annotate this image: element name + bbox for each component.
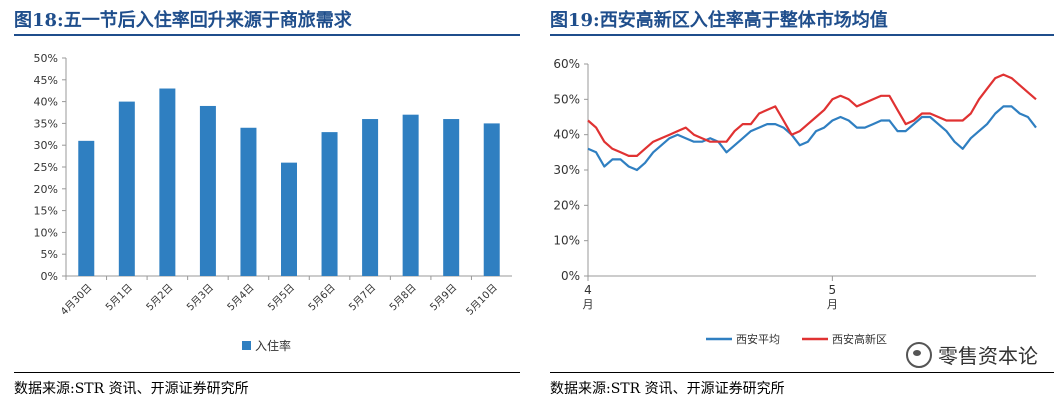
y-tick-label: 15% bbox=[34, 205, 58, 218]
x-tick-label: 4 bbox=[584, 283, 592, 297]
bar bbox=[159, 88, 176, 276]
wechat-icon bbox=[906, 341, 932, 368]
bar-chart: 0% 5% 10% 15% 20% 25% 30% 35% 40% 45% 50% 4月30日 5月1日… bbox=[34, 52, 512, 353]
y-tick-label: 45% bbox=[34, 74, 58, 87]
right-title-rule bbox=[550, 34, 1054, 36]
left-figure: 图18:五一节后入住率回升来源于商旅需求 0% 5% 10% 15% 20% 25% 30%… bbox=[0, 0, 528, 407]
watermark: 零售资本论 bbox=[906, 340, 1038, 369]
bar bbox=[483, 123, 500, 277]
bar bbox=[199, 105, 216, 277]
bar bbox=[362, 119, 379, 276]
left-title-rule bbox=[14, 34, 520, 36]
y-tick-label: 20% bbox=[34, 183, 58, 196]
right-figure: 图19:西安高新区入住率高于整体市场均值 0% 10% 20% 30% 40% 50% 60… bbox=[536, 0, 1062, 407]
y-tick-label: 10% bbox=[34, 226, 58, 239]
y-tick-label: 40% bbox=[553, 128, 580, 142]
y-tick-label: 50% bbox=[553, 92, 580, 106]
x-tick-label: 5月8日 bbox=[387, 282, 419, 314]
legend-label-1: 西安平均 bbox=[736, 332, 780, 346]
x-tick-label: 5月2日 bbox=[144, 282, 176, 314]
x-tick-label: 5月9日 bbox=[428, 282, 460, 314]
y-tick-label: 0% bbox=[561, 269, 580, 283]
right-source-note: 数据来源:STR 资讯、开源证券研究所 bbox=[550, 381, 785, 397]
bar bbox=[281, 162, 297, 276]
bar bbox=[321, 132, 338, 276]
y-tick-label: 35% bbox=[34, 117, 58, 130]
y-tick-label: 50% bbox=[34, 52, 58, 65]
y-tick-label: 60% bbox=[553, 57, 580, 71]
bar bbox=[118, 101, 135, 276]
y-tick-label: 10% bbox=[553, 234, 580, 248]
bar bbox=[443, 119, 460, 276]
right-chart-title: 图19:西安高新区入住率高于整体市场均值 bbox=[550, 10, 888, 31]
y-tick-label: 20% bbox=[553, 198, 580, 212]
bar bbox=[402, 114, 419, 277]
legend-swatch bbox=[242, 341, 251, 350]
y-tick-label: 30% bbox=[34, 139, 58, 152]
right-source-rule bbox=[550, 372, 1054, 373]
y-tick-label: 40% bbox=[34, 96, 58, 109]
x-tick-label: 5月5日 bbox=[265, 282, 297, 314]
series-line-1 bbox=[587, 105, 1037, 172]
y-tick-label: 5% bbox=[41, 248, 58, 261]
left-source-rule bbox=[14, 372, 520, 373]
bar bbox=[240, 127, 257, 276]
y-tick-label: 25% bbox=[34, 161, 58, 174]
x-tick-label: 5月7日 bbox=[347, 282, 379, 314]
legend-label-2: 西安高新区 bbox=[832, 332, 887, 346]
x-tick-label: 5月10日 bbox=[464, 282, 500, 318]
bar bbox=[78, 140, 95, 276]
x-tick-sublabel: 月 bbox=[583, 298, 594, 311]
watermark-text: 零售资本论 bbox=[938, 344, 1038, 368]
x-tick-label: 5月4日 bbox=[225, 282, 257, 314]
left-chart-title: 图18:五一节后入住率回升来源于商旅需求 bbox=[14, 10, 352, 31]
y-tick-label: 30% bbox=[553, 163, 580, 177]
series-line-2 bbox=[587, 73, 1037, 158]
x-tick-sublabel: 月 bbox=[827, 298, 838, 311]
x-tick-label: 5 bbox=[829, 283, 837, 297]
x-tick-label: 5月1日 bbox=[103, 282, 135, 314]
x-tick-label: 5月3日 bbox=[184, 282, 216, 314]
x-tick-label: 5月6日 bbox=[306, 282, 338, 314]
legend-label: 入住率 bbox=[255, 338, 291, 353]
x-tick-label: 4月30日 bbox=[58, 282, 94, 318]
y-tick-label: 0% bbox=[41, 270, 58, 283]
left-source-note: 数据来源:STR 资讯、开源证券研究所 bbox=[14, 381, 249, 397]
